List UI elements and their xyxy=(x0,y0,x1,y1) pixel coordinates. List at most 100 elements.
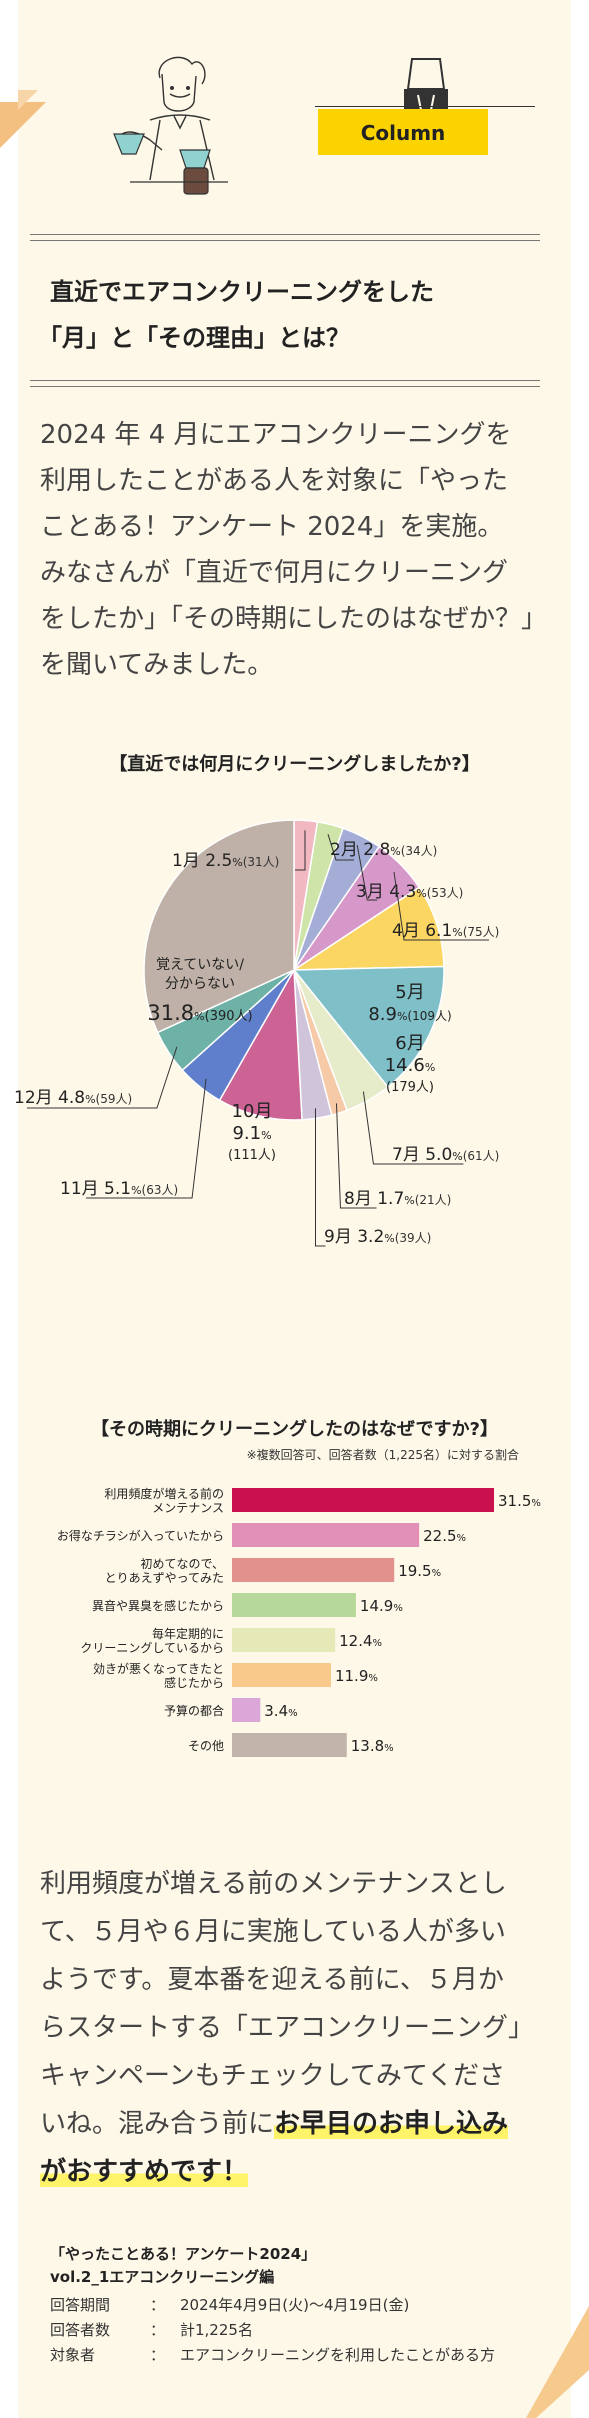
bar-category-label: 利用頻度が増える前の xyxy=(104,1486,224,1501)
content-panel xyxy=(18,0,571,2418)
pie-inside-label: 31.8%(390人) xyxy=(147,1001,252,1025)
conclusion-paragraph: 利用頻度が増える前のメンテナンスとし て、５月や６月に実施している人が多い よう… xyxy=(40,1860,534,2196)
survey-info-sep: ： xyxy=(150,2346,166,2364)
survey-info-sep: ： xyxy=(150,2296,166,2314)
intro-paragraph: 2024 年 4 月にエアコンクリーニングを 利用したことがある人を対象に「やっ… xyxy=(40,412,547,688)
bar-value-label: 3.4% xyxy=(264,1702,297,1720)
pie-chart-title: 【直近では何月にクリーニングしましたか?】 xyxy=(109,754,480,775)
pie-leader-line xyxy=(356,845,378,901)
pie-inside-label: 10月 xyxy=(232,1101,273,1122)
bar-category-label: 異音や異臭を感じたから xyxy=(92,1598,224,1613)
pie-leader-line xyxy=(314,1108,326,1247)
pie-leader-line xyxy=(26,1046,178,1109)
survey-info-row: 回答期間 ： 2024年4月9日(火)〜4月19日(金) xyxy=(50,2293,495,2318)
pie-outside-label: 4月 6.1%(75人) xyxy=(392,921,499,941)
top-left-corner-stripe-light xyxy=(18,90,38,110)
bar xyxy=(232,1558,395,1582)
intro-line: 利用したことがある人を対象に「やった xyxy=(40,466,509,496)
conclusion-plain-text: いね。混み合う前に xyxy=(40,2109,275,2139)
top-left-corner-stripe xyxy=(0,102,46,148)
pie-slice xyxy=(291,886,445,971)
pie-leader-line xyxy=(362,1091,464,1165)
bar-category-label: 効きが悪くなってきたと xyxy=(93,1661,224,1676)
bar-chart-subtitle: ※複数回答可、回答者数（1,225名）に対する割合 xyxy=(246,1448,519,1462)
conclusion-highlight: お早目のお申し込み xyxy=(274,2109,509,2139)
pie-slice xyxy=(143,819,295,1034)
pie-leader-line xyxy=(327,834,354,861)
page-title-line1: 直近でエアコンクリーニングをした xyxy=(50,278,434,306)
bottom-right-corner-stripe xyxy=(526,2306,589,2418)
conclusion-highlight: がおすすめです！ xyxy=(40,2157,249,2187)
page-title-line2: 「月」と「その理由」とは？ xyxy=(38,324,350,352)
bar-value-label: 14.9% xyxy=(360,1597,403,1615)
survey-subtitle: vol.2_1エアコンクリーニング編 xyxy=(50,2268,275,2286)
intro-line: 2024 年 4 月にエアコンクリーニングを xyxy=(40,420,512,450)
bar xyxy=(232,1593,356,1617)
bar-category-label: メンテナンス xyxy=(152,1501,224,1515)
survey-title: 「やったことある！アンケート2024」 xyxy=(50,2245,317,2263)
conclusion-line-6: いね。混み合う前にお早目のお申し込み xyxy=(40,2100,534,2148)
bar xyxy=(232,1523,420,1547)
survey-info-sep: ： xyxy=(150,2321,166,2339)
pie-outside-label: 12月 4.8%(59人) xyxy=(14,1088,132,1108)
bar xyxy=(232,1628,336,1652)
survey-info-table: 回答期間： 2024年4月9日(火)〜4月19日(金) 回答者数：計1,225名 … xyxy=(50,2293,495,2368)
pie-leader-line xyxy=(86,1078,207,1199)
intro-line: ことある！アンケート 2024」を実施。 xyxy=(40,512,504,542)
bar-value-label: 12.4% xyxy=(339,1632,382,1650)
bar-value-label: 31.5% xyxy=(498,1492,541,1510)
bar-category-label: 初めてなので、 xyxy=(140,1557,224,1571)
bar-chart: 31.5% 利用頻度が増える前のメンテナンス 22.5% お得なチラシが入っていたから… xyxy=(57,1486,541,1757)
column-badge xyxy=(318,109,488,155)
survey-info-key: 回答期間 xyxy=(50,2296,111,2314)
pie-inside-label: 覚えていない/ xyxy=(156,957,244,973)
pie-inside-label: 5月 xyxy=(395,982,424,1003)
bar-category-label: クリーニングしているから xyxy=(80,1641,224,1655)
pie-leader-line xyxy=(294,830,306,871)
bar-chart-title: 【その時期にクリーニングしたのはなぜですか?】 xyxy=(91,1419,498,1440)
survey-info-row: 対象者 ： エアコンクリーニングを利用したことがある方 xyxy=(50,2343,495,2368)
pie-inside-label: 9.1% xyxy=(232,1123,271,1144)
pie-inside-label: 14.6% xyxy=(385,1055,436,1076)
conclusion-line: ようです。夏本番を迎える前に、５月か xyxy=(40,1965,504,1995)
bar-category-label: 毎年定期的に xyxy=(152,1626,224,1641)
pie-leader-line xyxy=(335,1103,377,1209)
badge-line xyxy=(315,106,535,107)
pie-outside-label: 8月 1.7%(21人) xyxy=(344,1189,451,1209)
bar-category-label: その他 xyxy=(188,1739,224,1753)
pie-outside-label: 11月 5.1%(63人) xyxy=(60,1179,178,1199)
intro-line: みなさんが「直近で何月にクリーニング xyxy=(40,558,509,588)
title-bottom-rule xyxy=(30,380,540,387)
bar-value-label: 19.5% xyxy=(398,1562,441,1580)
survey-info-value: 計1,225名 xyxy=(180,2321,253,2339)
bar-category-label: お得なチラシが入っていたから xyxy=(57,1528,224,1543)
bar xyxy=(232,1488,494,1512)
pie-slice xyxy=(218,967,303,1121)
pie-outside-label: 3月 4.3%(53人) xyxy=(356,882,463,902)
barista-illustration-icon xyxy=(113,56,228,195)
intro-line: を聞いてみました。 xyxy=(40,650,274,680)
pie-inside-label: 6月 xyxy=(395,1033,424,1054)
conclusion-line: 利用頻度が増える前のメンテナンスとし xyxy=(40,1869,507,1899)
bar-category-label: 感じたから xyxy=(164,1675,224,1690)
intro-line: をしたか」「その時期にしたのはなぜか？」 xyxy=(40,604,548,634)
survey-info-key: 対象者 xyxy=(50,2346,96,2364)
bar-value-label: 11.9% xyxy=(335,1667,378,1685)
pie-outside-label: 9月 3.2%(39人) xyxy=(324,1227,431,1247)
survey-info-key: 回答者数 xyxy=(50,2321,111,2339)
conclusion-line: キャンペーンもチェックしてみてくださ xyxy=(40,2061,506,2091)
survey-info-value: 2024年4月9日(火)〜4月19日(金) xyxy=(180,2296,410,2314)
bar-category-label: 予算の都合 xyxy=(164,1703,224,1718)
bar xyxy=(232,1663,331,1687)
pie-chart: 1月 2.5%(31人) 2月 2.8%(34人) 3月 4.3%(53人) 4月 6… xyxy=(14,819,499,1247)
pie-inside-label: 分からない xyxy=(165,976,235,992)
pie-inside-label: 8.9%(109人) xyxy=(368,1004,451,1025)
pie-inside-label: (111人) xyxy=(228,1148,276,1163)
pie-outside-label: 1月 2.5%(31人) xyxy=(172,851,279,871)
pie-inside-label: (179人) xyxy=(386,1080,434,1095)
bar xyxy=(232,1733,347,1757)
bar-category-label: とりあえずやってみた xyxy=(105,1571,224,1585)
title-top-rule xyxy=(30,234,540,241)
